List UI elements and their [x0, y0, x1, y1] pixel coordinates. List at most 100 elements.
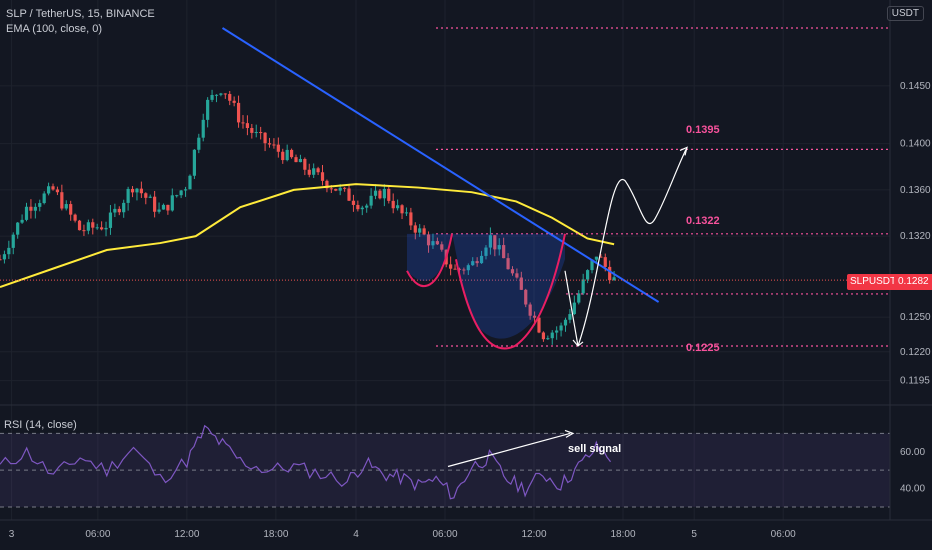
candle-body [175, 195, 179, 197]
candle-body [33, 206, 37, 211]
candle-body [426, 234, 431, 246]
candle-body [263, 132, 267, 144]
candle-body [431, 241, 435, 246]
candle-body [471, 261, 475, 266]
rsi-tick-label: 60.00 [900, 447, 925, 458]
price-tick-label: 0.1320 [900, 231, 931, 242]
candle-body [484, 247, 488, 256]
candle-body [285, 149, 289, 161]
candle-body [82, 230, 86, 232]
candle-body [519, 277, 523, 290]
candle-body [594, 256, 599, 260]
price-tick-label: 0.1360 [900, 185, 931, 196]
candle-body [396, 205, 400, 209]
candle-body [365, 205, 369, 208]
candle-body [86, 222, 90, 231]
candle-body [170, 195, 174, 211]
candle-body [325, 180, 329, 189]
arrow-head-down [572, 339, 584, 347]
candle-body [603, 257, 607, 267]
currency-button[interactable]: USDT [886, 6, 924, 21]
candle-body [400, 205, 404, 214]
candle-body [179, 190, 183, 196]
candle-body [422, 228, 426, 235]
current-price-badge: 0.1282 [894, 274, 932, 290]
time-tick-label: 06:00 [85, 529, 111, 540]
candle-body [259, 132, 263, 134]
rsi-indicator-label[interactable]: RSI (14, close) [4, 419, 77, 431]
candle-body [153, 196, 157, 212]
time-tick-label: 18:00 [610, 529, 636, 540]
candle-body [276, 144, 280, 152]
price-tick-label: 0.1400 [900, 139, 931, 150]
candle-body [373, 190, 378, 196]
price-tick-label: 0.1195 [900, 376, 930, 387]
divergence-arrow-head [564, 429, 575, 438]
candle-body [108, 212, 113, 228]
candle-body [232, 100, 236, 103]
candle-body [91, 222, 95, 228]
candle-body [29, 206, 33, 211]
candle-body [24, 206, 29, 220]
candle-body [555, 330, 559, 333]
candle-body [206, 99, 210, 120]
candle-body [130, 188, 135, 193]
candle-body [343, 187, 347, 189]
time-tick-label: 18:00 [263, 529, 289, 540]
candle-body [11, 234, 15, 248]
candle-body [210, 95, 214, 100]
candle-body [126, 188, 130, 203]
trendline [221, 27, 660, 303]
candle-body [356, 204, 360, 210]
candle-body [541, 332, 546, 340]
cup-handle-area [407, 233, 565, 339]
candle-body [241, 122, 245, 124]
candle-body [550, 332, 554, 339]
candle-body [546, 338, 550, 340]
symbol-title[interactable]: SLP / TetherUS, 15, BINANCE [6, 8, 155, 20]
candle-body [608, 266, 612, 281]
candle-body [254, 132, 258, 134]
time-tick-label: 06:00 [432, 529, 458, 540]
candle-body [404, 212, 409, 214]
candle-body [201, 119, 205, 138]
candle-body [563, 319, 568, 326]
candle-body [449, 264, 453, 269]
rsi-line [0, 424, 612, 500]
candle-body [369, 195, 373, 206]
candle-body [510, 269, 515, 274]
arrow-head-up [679, 146, 688, 156]
candle-body [223, 93, 227, 95]
handle-curve [406, 233, 453, 288]
candle-body [497, 245, 501, 250]
candle-body [183, 189, 188, 191]
candle-body [42, 193, 46, 204]
candle-body [418, 228, 422, 233]
candle-body [267, 143, 272, 145]
candle-body [479, 255, 484, 264]
candle-body [303, 158, 307, 170]
price-axis: 0.1450 0.1400 0.1360 0.1320 0.1250 0.1220 0.11… [0, 0, 932, 521]
ema-indicator-label[interactable]: EMA (100, close, 0) [6, 23, 102, 35]
candle-body [612, 277, 616, 281]
candle-body [250, 128, 254, 133]
chart-overlays [0, 27, 890, 350]
candle-body [38, 203, 42, 207]
candle-body [0, 259, 2, 261]
candle-body [214, 94, 219, 96]
candle-body [435, 241, 439, 245]
level-label-1: 0.1322 [686, 215, 720, 227]
candle-body [135, 188, 139, 193]
candle-body [69, 204, 73, 215]
candle-body [192, 149, 196, 176]
candle-body [585, 270, 590, 280]
candle-body [351, 200, 356, 205]
candle-body [506, 258, 510, 270]
candle-body [228, 94, 232, 101]
level-label-2: 0.1225 [686, 342, 720, 354]
candle-body [493, 235, 497, 250]
candle-body [462, 269, 466, 271]
candle-body [245, 123, 250, 129]
price-tick-label: 0.1220 [900, 347, 931, 358]
